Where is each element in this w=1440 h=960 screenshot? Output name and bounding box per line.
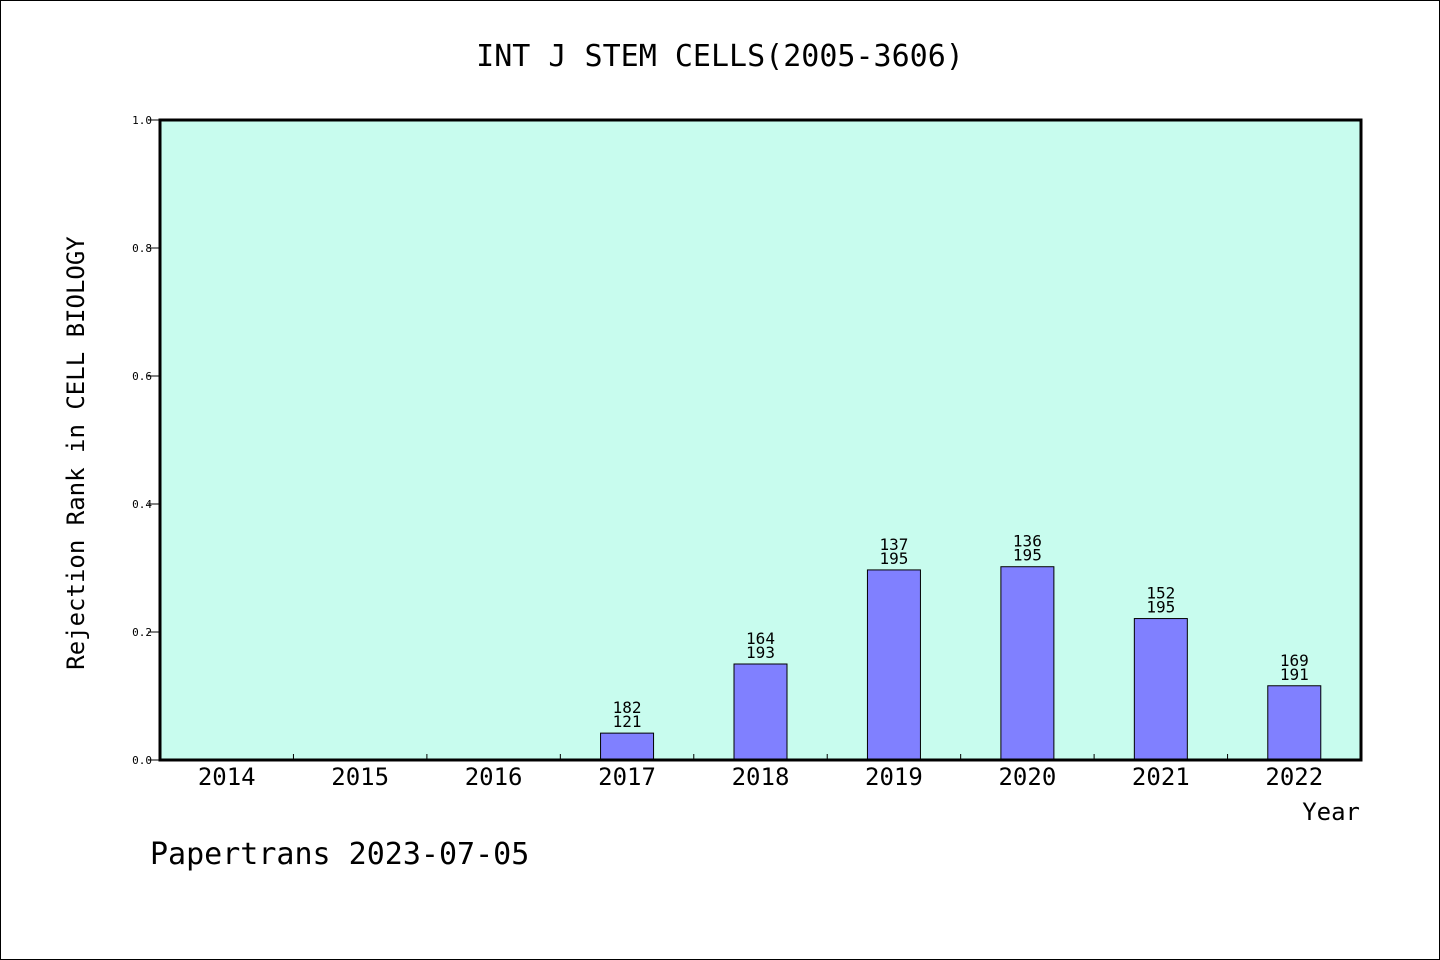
bar-label-top: 152 xyxy=(1146,584,1175,603)
bar-2022 xyxy=(1267,685,1322,761)
bar-label-bottom: 195 xyxy=(879,549,908,568)
bar-2020 xyxy=(1000,566,1055,761)
x-tick-label: 2019 xyxy=(865,763,923,791)
bar-label-top: 164 xyxy=(746,629,775,648)
y-axis-label: Rejection Rank in CELL BIOLOGY xyxy=(62,236,90,670)
ticks-group: 0.0 0.2 0.4 0.6 0.8 1.0 2014 2015 2016 2017 2018 20… xyxy=(132,114,1323,791)
x-axis-label: Year xyxy=(1302,798,1360,826)
bar-label-bottom: 195 xyxy=(1146,598,1175,617)
bar-label-bottom: 191 xyxy=(1280,665,1309,684)
x-tick-label: 2015 xyxy=(331,763,389,791)
bar-label-top: 136 xyxy=(1013,532,1042,551)
bar-2018 xyxy=(733,663,788,761)
y-tick-label: 0.2 xyxy=(132,626,152,639)
chart-title: INT J STEM CELLS(2005-3606) xyxy=(476,39,964,74)
y-tick-label: 0.6 xyxy=(132,370,152,383)
x-tick-label: 2018 xyxy=(732,763,790,791)
plot-border xyxy=(158,118,1363,762)
bar-2017 xyxy=(600,732,655,761)
footer-text: Papertrans 2023-07-05 xyxy=(150,837,529,872)
y-tick-label: 0.4 xyxy=(132,498,152,511)
x-tick-label: 2016 xyxy=(465,763,523,791)
x-tick-label: 2014 xyxy=(198,763,256,791)
y-tick-label: 1.0 xyxy=(132,114,152,127)
bar-2021 xyxy=(1133,618,1188,761)
bar-2019 xyxy=(866,569,921,761)
bar-label-top: 169 xyxy=(1280,651,1309,670)
bar-label-bottom: 193 xyxy=(746,643,775,662)
x-tick-label: 2020 xyxy=(998,763,1056,791)
bar-label-top: 137 xyxy=(879,535,908,554)
bar-label-bottom: 195 xyxy=(1013,546,1042,565)
bar-label-bottom: 121 xyxy=(613,712,642,731)
bar-label-top: 182 xyxy=(613,698,642,717)
x-tick-label: 2021 xyxy=(1132,763,1190,791)
x-tick-label: 2022 xyxy=(1265,763,1323,791)
y-tick-label: 0.0 xyxy=(132,754,152,767)
x-tick-label: 2017 xyxy=(598,763,656,791)
y-tick-label: 0.8 xyxy=(132,242,152,255)
